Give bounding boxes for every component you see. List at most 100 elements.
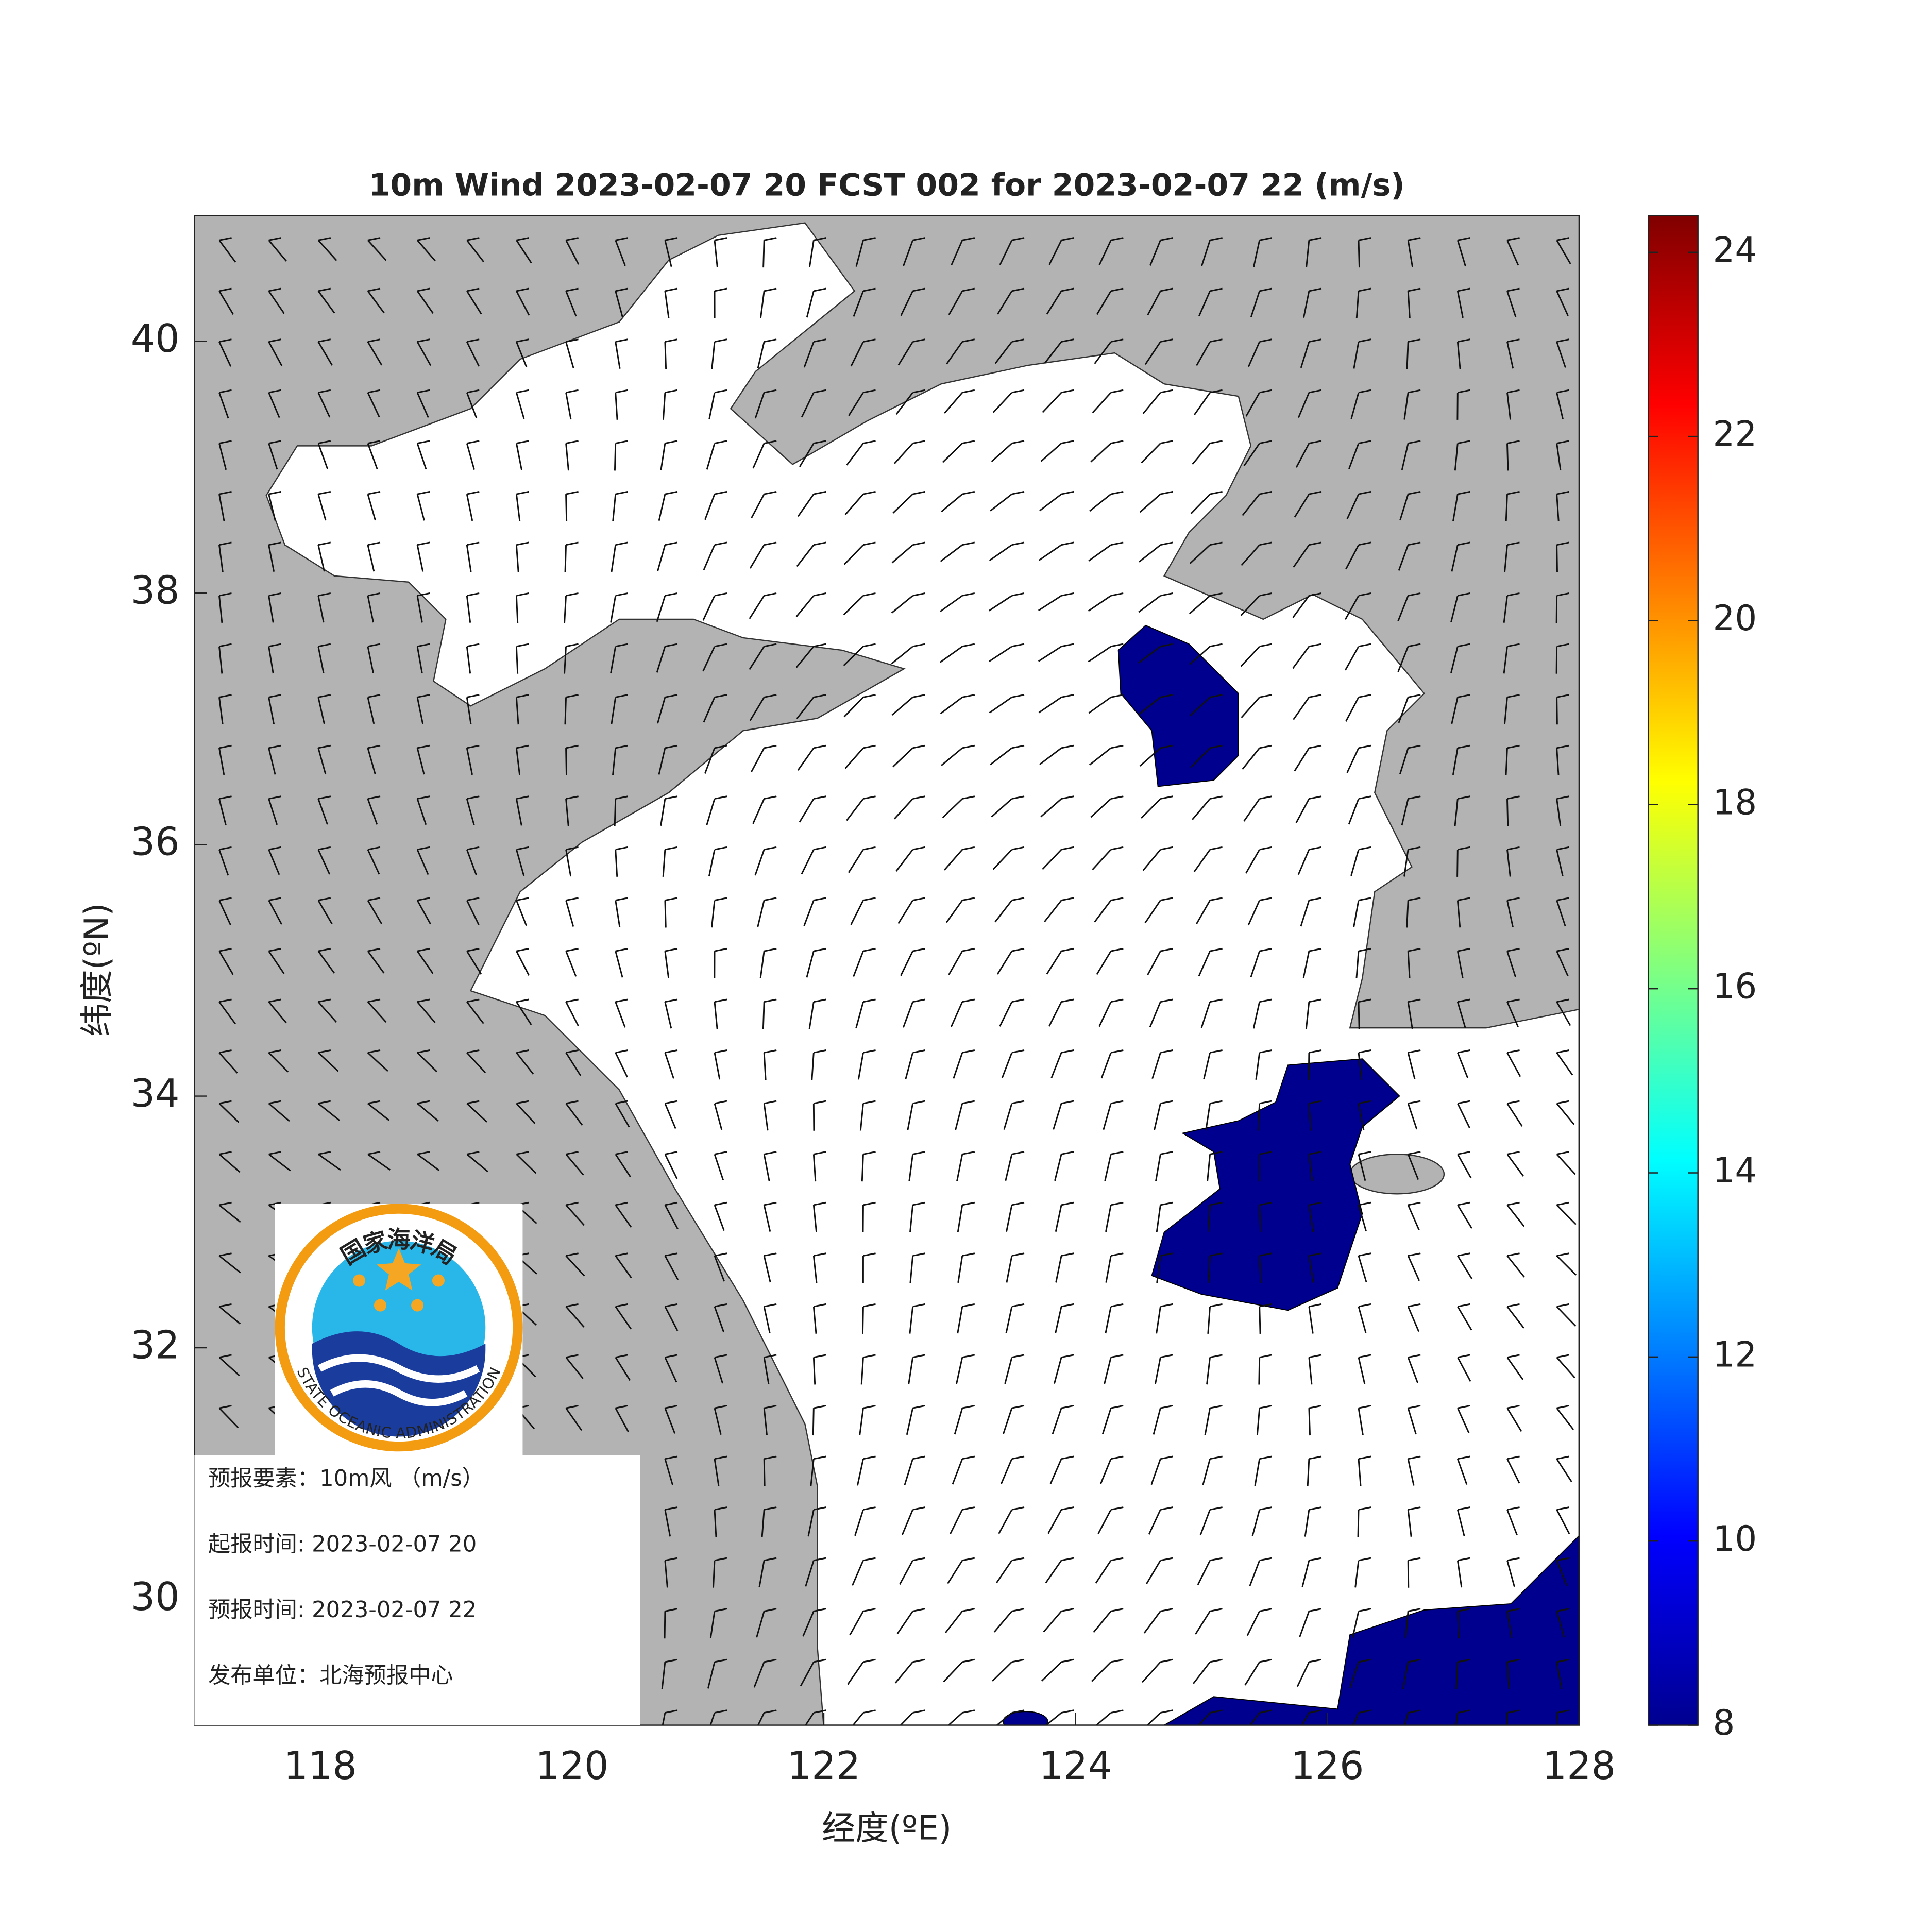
wind-barb <box>516 846 529 876</box>
wind-barb <box>1407 1557 1421 1588</box>
wind-barb <box>894 1658 925 1684</box>
wind-barb <box>416 947 434 974</box>
wind-barb <box>991 795 1025 818</box>
wind-barb <box>1556 1709 1569 1725</box>
wind-barb <box>317 897 333 925</box>
wind-barb <box>268 795 281 825</box>
wind-barb <box>844 490 876 515</box>
wind-barb <box>943 846 975 871</box>
wind-barb <box>466 338 480 367</box>
wind-barb <box>466 998 484 1024</box>
wind-barb <box>1503 592 1520 623</box>
wind-barb <box>615 1100 630 1128</box>
wind-barb <box>1556 947 1569 976</box>
wind-barb <box>761 1506 777 1537</box>
wind-barb <box>799 440 826 467</box>
wind-barb <box>1358 998 1371 1029</box>
wind-barb <box>1096 947 1124 975</box>
wind-barb <box>1149 237 1173 266</box>
wind-barb <box>992 1658 1025 1682</box>
wind-barb <box>1255 1049 1273 1080</box>
wind-barb <box>1054 1354 1074 1384</box>
y-tick-label: 34 <box>131 1071 180 1116</box>
wind-barb <box>953 1049 975 1079</box>
sea <box>265 222 1579 1725</box>
wind-barb <box>1150 1455 1173 1485</box>
wind-barb <box>268 389 281 418</box>
wind-barb <box>950 998 975 1027</box>
wind-barb <box>516 897 529 926</box>
wind-barb <box>1151 1049 1173 1079</box>
wind-barb <box>416 744 430 775</box>
wind-barb <box>895 389 925 415</box>
wind-barb <box>763 1252 777 1283</box>
y-tick-label: 30 <box>131 1574 180 1619</box>
wind-barb <box>801 389 826 418</box>
wind-barb <box>706 440 727 470</box>
wind-barb <box>908 1151 925 1182</box>
wind-barb <box>944 389 975 414</box>
wind-barb <box>615 1201 632 1228</box>
wind-barb <box>1308 1354 1322 1385</box>
wind-barb <box>714 1455 727 1486</box>
wind-barb <box>1146 1709 1173 1725</box>
wind-barb <box>810 1455 826 1486</box>
wind-barb <box>891 541 925 564</box>
wind-barb <box>1506 1151 1524 1177</box>
wind-barb <box>843 643 876 666</box>
wind-barb <box>811 1049 826 1080</box>
wind-barb <box>1252 998 1273 1029</box>
wind-barb <box>515 744 529 775</box>
wind-barb <box>751 490 777 519</box>
wind-barb <box>843 694 876 718</box>
wind-barb <box>218 947 234 975</box>
wind-barb <box>714 1506 727 1537</box>
wind-barb <box>714 1303 727 1333</box>
wind-barb <box>515 795 529 826</box>
wind-barb <box>1556 287 1569 316</box>
wind-barb <box>752 795 777 824</box>
wind-barb <box>942 440 975 463</box>
wind-barb <box>317 389 331 418</box>
wind-barb <box>1090 440 1124 463</box>
wind-barb <box>466 947 482 975</box>
wind-barb <box>1358 1303 1371 1333</box>
wind-barb <box>1456 1506 1470 1536</box>
wind-barb <box>991 440 1025 463</box>
wind-barb <box>1242 744 1273 770</box>
wind-barb <box>807 1506 826 1537</box>
wind-barb <box>367 389 381 418</box>
wind-barb <box>1153 1404 1173 1435</box>
wind-barb <box>1306 237 1322 268</box>
wind-barb <box>999 237 1025 265</box>
wind-barb <box>1503 643 1520 674</box>
wind-barb <box>218 490 232 521</box>
wind-barb <box>714 1151 727 1181</box>
wind-barb <box>714 1354 727 1384</box>
wind-barb <box>861 1151 876 1182</box>
wind-barb <box>1045 1557 1074 1584</box>
wind-barb <box>1302 287 1322 318</box>
wind-barb <box>1139 541 1173 563</box>
wind-barb <box>612 490 629 521</box>
wind-barb <box>611 694 629 724</box>
wind-barb <box>799 795 826 823</box>
wind-barb <box>268 1151 291 1172</box>
wind-barb <box>956 1354 975 1384</box>
wind-barb <box>1452 490 1470 521</box>
wind-barb <box>1450 643 1470 673</box>
wind-barb <box>664 1557 678 1588</box>
wind-barb <box>1556 1151 1576 1175</box>
wind-barb <box>516 338 529 368</box>
wind-barb <box>802 1608 826 1637</box>
wind-barb <box>218 1049 238 1074</box>
wind-barb <box>1556 1608 1569 1638</box>
wind-barb <box>947 1557 975 1584</box>
colorbar-tick-label: 10 <box>1713 1519 1757 1559</box>
wind-barb <box>956 1151 975 1181</box>
wind-barb <box>656 592 678 622</box>
wind-barb <box>1348 440 1371 469</box>
wind-barb <box>894 440 925 464</box>
wind-barb <box>317 795 331 825</box>
